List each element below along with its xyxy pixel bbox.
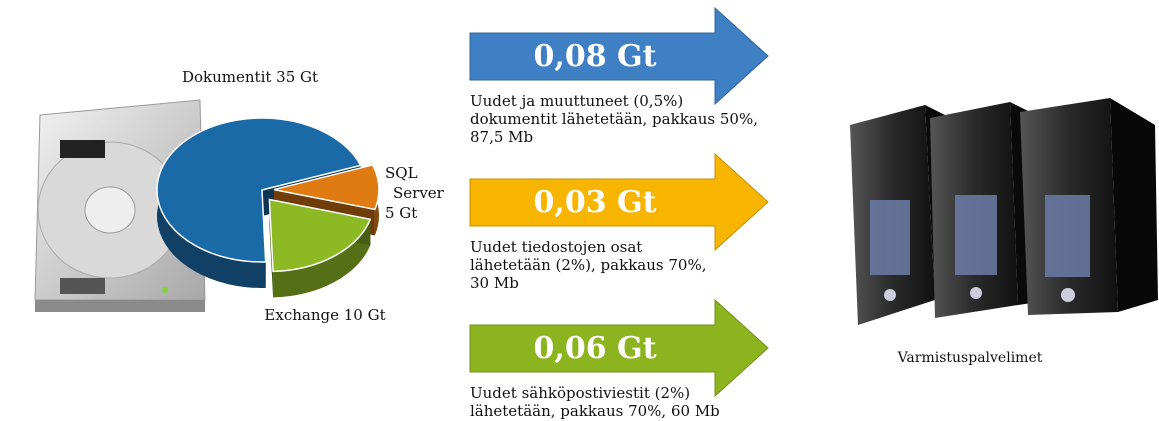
transfer-description: lähetetään, pakkaus 70%, 60 Mb: [470, 402, 720, 420]
transfer-amount: 0,08 Gt: [534, 39, 657, 74]
transfer-description: 87,5 Mb: [470, 128, 533, 146]
transfer-description: Uudet ja muuttuneet (0,5%): [470, 92, 683, 110]
transfer-description: dokumentit lähetetään, pakkaus 50%,: [470, 110, 758, 128]
transfer-description: Uudet sähköpostiviestit (2%): [470, 384, 690, 402]
servers-caption: Varmistuspalvelimet: [897, 350, 1043, 366]
diagram: Dokumentit 35 Gt SQL Server 5 Gt Exchange 10…: [0, 0, 1159, 421]
transfer-amount: 0,06 Gt: [534, 331, 657, 366]
transfer-description: 30 Mb: [470, 274, 519, 292]
pie-label: Exchange 10 Gt: [264, 306, 385, 324]
transfer-amount: 0,03 Gt: [534, 185, 657, 220]
pie-label: 5 Gt: [385, 204, 417, 222]
pie-label: Server: [393, 184, 445, 202]
pie-label: Dokumentit 35 Gt: [182, 68, 318, 86]
transfer-description: Uudet tiedostojen osat: [470, 238, 642, 256]
pie-label: SQL: [385, 164, 418, 182]
transfer-description: lähetetään (2%), pakkaus 70%,: [470, 256, 706, 274]
servers: Varmistuspalvelimet: [850, 98, 1158, 366]
transfers: 0,08 Gt Uudet ja muuttuneet (0,5%)dokumen…: [470, 8, 768, 420]
